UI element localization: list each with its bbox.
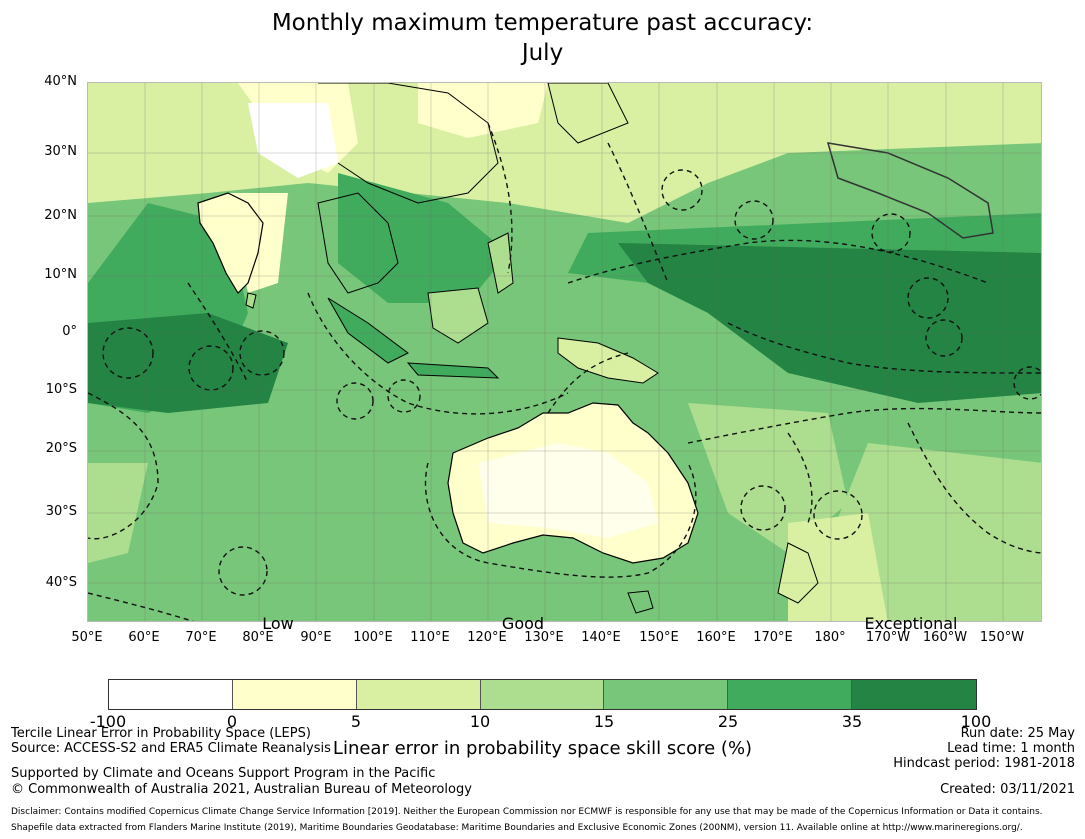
skill-zone-midlight	[688, 403, 848, 553]
skill-zone-light	[788, 513, 888, 621]
eez-boundaries	[88, 122, 1041, 621]
graticule	[88, 83, 1041, 621]
lat-label: 10°N	[44, 267, 77, 282]
colorbar-swatch	[728, 680, 853, 709]
footer-method: Tercile Linear Error in Probability Spac…	[11, 726, 311, 741]
skill-zone-pale	[418, 83, 548, 138]
skill-zone-green	[338, 173, 508, 303]
title-line-1: Monthly maximum temperature past accurac…	[271, 10, 814, 36]
colorbar-swatch	[109, 680, 233, 709]
footer-shapefile-credit: Shapefile data extracted from Flanders M…	[11, 823, 1023, 833]
sumatra	[327, 297, 409, 364]
lon-label: 160°W	[922, 630, 968, 645]
lon-label: 50°E	[71, 630, 103, 645]
lat-label: 40°N	[44, 74, 77, 89]
java	[406, 362, 500, 379]
colorbar-tick: 25	[717, 712, 739, 731]
se-asia-coast	[317, 192, 399, 294]
colorbar	[108, 679, 977, 710]
lat-label: 20°S	[45, 441, 77, 456]
band-label-exceptional: Exceptional	[864, 614, 958, 633]
lat-label: 30°S	[45, 504, 77, 519]
colorbar-swatch	[356, 680, 481, 709]
skill-map	[87, 82, 1042, 622]
new-zealand	[777, 542, 819, 604]
skill-zone-mid	[88, 483, 338, 621]
colorbar-tick: 35	[841, 712, 863, 731]
lon-label: 100°E	[353, 630, 393, 645]
skill-zone-dark	[618, 243, 1041, 403]
lon-label: 150°W	[979, 630, 1025, 645]
lon-label: 120°E	[467, 630, 507, 645]
colorbar-swatch	[232, 680, 357, 709]
lon-label: 90°E	[300, 630, 332, 645]
chart-title: Monthly maximum temperature past accurac…	[0, 8, 1085, 68]
footer-support: Supported by Climate and Oceans Support …	[11, 766, 436, 781]
colorbar-tick: -100	[89, 712, 127, 731]
footer-source: Source: ACCESS-S2 and ERA5 Climate Reana…	[11, 741, 331, 756]
hawaii-boundary	[826, 142, 994, 239]
colorbar-tick: 0	[226, 712, 238, 731]
tasmania	[627, 590, 654, 614]
footer-run-date: Run date: 25 May	[960, 726, 1075, 741]
skill-zone-dark	[88, 313, 288, 413]
lon-label: 150°E	[639, 630, 679, 645]
lon-label: 70°E	[185, 630, 217, 645]
footer-copyright: © Commonwealth of Australia 2021, Austra…	[11, 782, 472, 797]
colorbar-tick: 15	[593, 712, 615, 731]
footer-lead-time: Lead time: 1 month	[947, 741, 1075, 756]
new-guinea	[557, 337, 659, 384]
lon-label: 170°W	[865, 630, 911, 645]
lon-label: 60°E	[128, 630, 160, 645]
colorbar-label: Linear error in probability space skill …	[332, 738, 753, 759]
footer-hindcast: Hindcast period: 1981-2018	[893, 756, 1075, 771]
lat-label: 0°	[62, 324, 77, 339]
colorbar-tick: 10	[469, 712, 491, 731]
map-canvas	[88, 83, 1041, 621]
lon-label: 180°	[814, 630, 846, 645]
japan-coast	[547, 83, 629, 144]
lat-label: 10°S	[45, 382, 77, 397]
skill-zone-midlight	[828, 443, 1041, 621]
colorbar-tick: 100	[960, 712, 992, 731]
footer-created: Created: 03/11/2021	[940, 782, 1075, 797]
band-label-low: Low	[262, 614, 294, 633]
lat-label: 30°N	[44, 144, 77, 159]
colorbar-swatch	[480, 680, 605, 709]
lat-label: 20°N	[44, 208, 77, 223]
colorbar-swatch	[604, 680, 729, 709]
colorbar-tick: 5	[350, 712, 362, 731]
skill-zone-white	[248, 103, 338, 178]
title-line-2: July	[521, 40, 564, 66]
lon-label: 80°E	[242, 630, 274, 645]
colorbar-swatch	[852, 680, 976, 709]
lon-label: 140°E	[581, 630, 621, 645]
china-coast	[318, 83, 499, 204]
sri-lanka	[245, 292, 257, 309]
philippines	[487, 232, 514, 294]
india-landmass	[197, 192, 264, 294]
footer-disclaimer: Disclaimer: Contains modified Copernicus…	[11, 807, 1043, 817]
band-label-good: Good	[501, 614, 545, 633]
australia-white-area	[478, 443, 658, 538]
lon-label: 110°E	[410, 630, 450, 645]
lon-label: 130°E	[524, 630, 564, 645]
lon-label: 160°E	[696, 630, 736, 645]
lat-label: 40°S	[45, 575, 77, 590]
lon-label: 170°E	[753, 630, 793, 645]
